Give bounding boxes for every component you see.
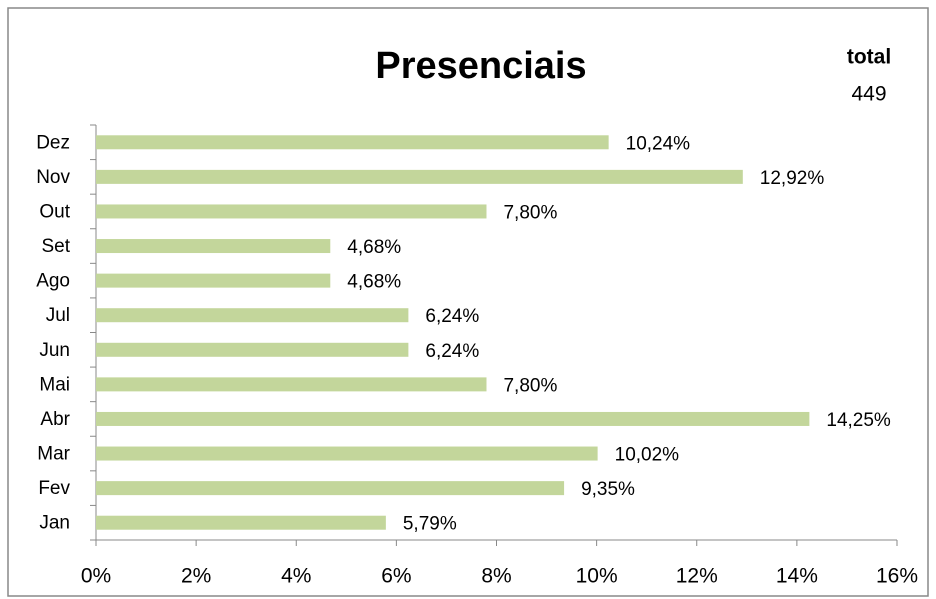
x-tick-label: 4% — [281, 565, 311, 588]
value-label: 7,80% — [503, 202, 557, 223]
bar — [96, 135, 609, 150]
x-tick-label: 12% — [676, 565, 718, 588]
value-label: 6,24% — [425, 306, 479, 327]
y-tick-label: Nov — [36, 167, 70, 188]
annotation: 449 — [851, 83, 886, 106]
value-label: 9,35% — [581, 479, 635, 500]
value-label: 6,24% — [425, 341, 479, 362]
value-label: 4,68% — [347, 237, 401, 258]
y-tick-label: Set — [41, 236, 70, 257]
value-label: 4,68% — [347, 272, 401, 293]
x-tick-label: 8% — [481, 565, 511, 588]
y-tick-label: Jun — [39, 340, 70, 361]
x-tick-label: 14% — [776, 565, 818, 588]
value-label: 7,80% — [503, 375, 557, 396]
value-label: 10,02% — [615, 445, 680, 466]
bar — [96, 377, 487, 392]
y-tick-label: Mar — [37, 444, 70, 465]
bar — [96, 239, 331, 254]
chart-frame — [7, 7, 929, 597]
bar — [96, 411, 810, 426]
y-tick-label: Jul — [46, 305, 70, 326]
value-label: 10,24% — [626, 133, 691, 154]
x-tick-label: 0% — [81, 565, 111, 588]
bar — [96, 515, 386, 530]
x-tick-label: 6% — [381, 565, 411, 588]
y-tick-label: Out — [39, 201, 70, 222]
value-label: 12,92% — [760, 168, 825, 189]
bar — [96, 169, 743, 184]
bar — [96, 342, 409, 357]
chart-title: Presenciais — [375, 45, 586, 87]
y-tick-label: Fev — [38, 478, 70, 499]
annotation: total — [847, 46, 891, 69]
bar — [96, 446, 598, 461]
bar — [96, 308, 409, 323]
x-tick-label: 10% — [576, 565, 618, 588]
x-tick-label: 16% — [876, 565, 918, 588]
y-tick-label: Abr — [40, 409, 70, 430]
bar — [96, 481, 565, 496]
bar — [96, 204, 487, 219]
bar — [96, 273, 331, 288]
value-label: 5,79% — [403, 514, 457, 535]
y-tick-label: Ago — [36, 271, 70, 292]
value-label: 14,25% — [826, 410, 891, 431]
x-tick-label: 2% — [181, 565, 211, 588]
y-tick-label: Dez — [36, 132, 70, 153]
y-tick-label: Jan — [39, 513, 70, 534]
y-tick-label: Mai — [39, 374, 70, 395]
